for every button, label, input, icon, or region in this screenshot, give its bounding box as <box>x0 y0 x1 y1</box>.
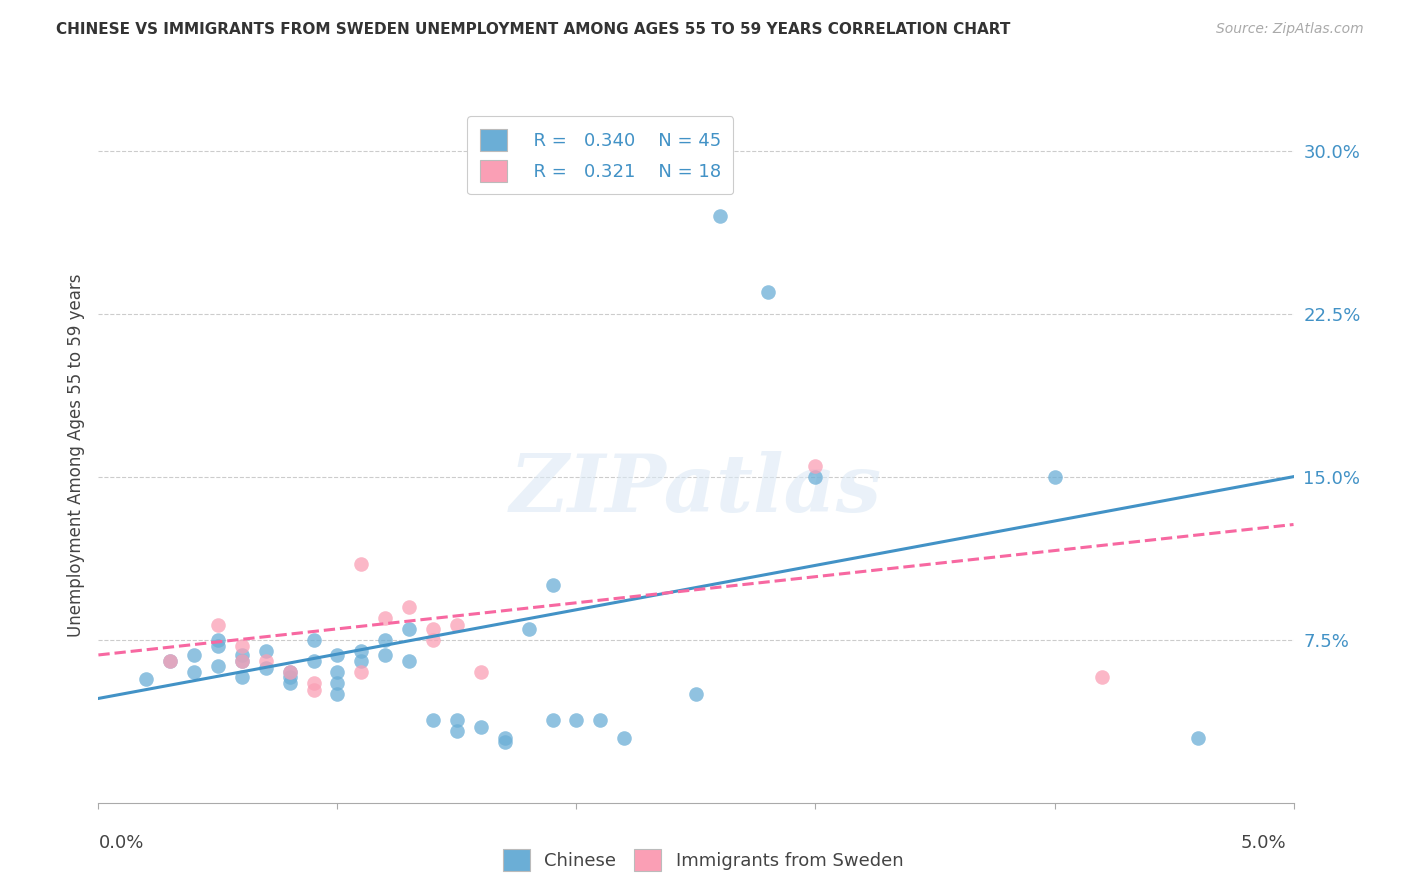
Point <box>446 617 468 632</box>
Text: Source: ZipAtlas.com: Source: ZipAtlas.com <box>1216 22 1364 37</box>
Point <box>422 622 444 636</box>
Point <box>517 622 540 636</box>
Point <box>804 469 827 483</box>
Point <box>135 672 157 686</box>
Point <box>254 661 277 675</box>
Point <box>398 655 420 669</box>
Point <box>278 665 301 680</box>
Point <box>231 655 253 669</box>
Point <box>374 648 396 662</box>
Point <box>326 687 349 701</box>
Point <box>1091 670 1114 684</box>
Point <box>326 676 349 690</box>
Point <box>183 665 205 680</box>
Point <box>302 682 325 697</box>
Point <box>159 655 181 669</box>
Point <box>207 639 229 653</box>
Point <box>422 713 444 727</box>
Text: CHINESE VS IMMIGRANTS FROM SWEDEN UNEMPLOYMENT AMONG AGES 55 TO 59 YEARS CORRELA: CHINESE VS IMMIGRANTS FROM SWEDEN UNEMPL… <box>56 22 1011 37</box>
Point <box>494 731 516 745</box>
Point <box>446 724 468 739</box>
Point <box>613 731 636 745</box>
Point <box>446 713 468 727</box>
Point <box>159 655 181 669</box>
Point <box>685 687 707 701</box>
Point <box>756 285 779 299</box>
Point <box>326 665 349 680</box>
Point <box>231 648 253 662</box>
Point <box>350 643 373 657</box>
Point <box>1187 731 1209 745</box>
Point <box>565 713 588 727</box>
Point <box>326 648 349 662</box>
Point <box>541 713 564 727</box>
Point <box>207 617 229 632</box>
Legend: Chinese, Immigrants from Sweden: Chinese, Immigrants from Sweden <box>495 842 911 879</box>
Point <box>231 655 253 669</box>
Point <box>207 632 229 647</box>
Point <box>254 643 277 657</box>
Point <box>470 665 492 680</box>
Point <box>278 676 301 690</box>
Point <box>278 670 301 684</box>
Point <box>302 676 325 690</box>
Point <box>1043 469 1066 483</box>
Point <box>350 557 373 571</box>
Point <box>183 648 205 662</box>
Point <box>302 632 325 647</box>
Point <box>278 665 301 680</box>
Text: 0.0%: 0.0% <box>98 834 143 852</box>
Y-axis label: Unemployment Among Ages 55 to 59 years: Unemployment Among Ages 55 to 59 years <box>66 273 84 637</box>
Point <box>804 458 827 473</box>
Point <box>541 578 564 592</box>
Point <box>350 655 373 669</box>
Point <box>398 600 420 615</box>
Point <box>374 611 396 625</box>
Point <box>709 209 731 223</box>
Point <box>302 655 325 669</box>
Legend:   R =   0.340    N = 45,   R =   0.321    N = 18: R = 0.340 N = 45, R = 0.321 N = 18 <box>467 116 734 194</box>
Text: 5.0%: 5.0% <box>1241 834 1286 852</box>
Point <box>494 735 516 749</box>
Point <box>374 632 396 647</box>
Point <box>231 639 253 653</box>
Point <box>589 713 612 727</box>
Point <box>207 658 229 673</box>
Point <box>422 632 444 647</box>
Text: ZIPatlas: ZIPatlas <box>510 451 882 528</box>
Point <box>398 622 420 636</box>
Point <box>254 655 277 669</box>
Point <box>350 665 373 680</box>
Point <box>470 720 492 734</box>
Point <box>231 670 253 684</box>
